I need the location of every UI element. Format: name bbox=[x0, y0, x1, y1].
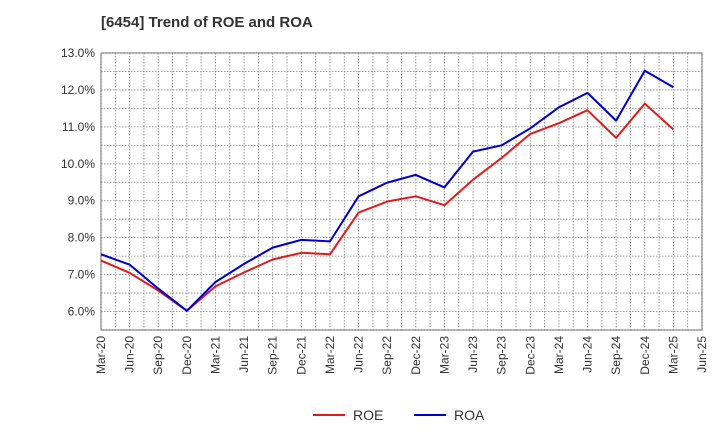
x-tick-label: Mar-23 bbox=[437, 336, 451, 374]
x-tick-label: Dec-24 bbox=[638, 336, 652, 375]
y-tick-label: 11.0% bbox=[62, 120, 95, 134]
x-tick-label: Jun-25 bbox=[695, 336, 709, 373]
y-tick-label: 13.0% bbox=[61, 46, 95, 60]
x-tick-label: Sep-24 bbox=[609, 336, 623, 375]
y-tick-label: 8.0% bbox=[68, 231, 96, 245]
y-axis-ticks: 6.0% 7.0% 8.0% 9.0% 10.0% 11.0% 12.0% 13.0% bbox=[61, 46, 95, 319]
chart-title: [6454] Trend of ROE and ROA bbox=[101, 14, 313, 31]
y-tick-label: 7.0% bbox=[68, 268, 96, 282]
legend-label-roe: ROE bbox=[353, 407, 383, 423]
x-tick-label: Jun-23 bbox=[466, 336, 480, 373]
x-tick-label: Jun-22 bbox=[352, 336, 366, 373]
x-tick-label: Dec-21 bbox=[294, 336, 308, 375]
series-line-roe bbox=[100, 102, 675, 312]
x-tick-label: Jun-20 bbox=[123, 336, 137, 373]
legend: ROE ROA bbox=[313, 407, 485, 423]
x-tick-label: Dec-22 bbox=[409, 336, 423, 375]
x-tick-label: Sep-23 bbox=[495, 336, 509, 375]
y-tick-label: 10.0% bbox=[61, 157, 95, 171]
x-tick-label: Dec-20 bbox=[180, 336, 194, 375]
x-tick-label: Mar-22 bbox=[323, 336, 337, 374]
x-tick-label: Sep-22 bbox=[380, 336, 394, 375]
y-tick-label: 9.0% bbox=[68, 194, 96, 208]
series-line-roa bbox=[100, 69, 674, 312]
gridlines bbox=[100, 52, 703, 331]
y-tick-label: 6.0% bbox=[68, 305, 96, 319]
x-tick-label: Sep-20 bbox=[151, 336, 165, 375]
x-tick-label: Mar-20 bbox=[94, 336, 108, 374]
y-tick-label: 12.0% bbox=[61, 83, 95, 97]
x-tick-label: Dec-23 bbox=[523, 336, 537, 375]
x-tick-label: Mar-24 bbox=[552, 336, 566, 374]
legend-label-roa: ROA bbox=[454, 407, 485, 423]
x-tick-label: Jun-24 bbox=[581, 336, 595, 373]
series-lines bbox=[100, 69, 675, 312]
x-tick-label: Sep-21 bbox=[266, 336, 280, 375]
x-tick-label: Mar-25 bbox=[666, 336, 680, 374]
x-tick-label: Mar-21 bbox=[208, 336, 222, 374]
x-tick-label: Jun-21 bbox=[237, 336, 251, 373]
x-axis-ticks: Mar-20 Jun-20 Sep-20 Dec-20 Mar-21 Jun-21 Sep-… bbox=[94, 336, 709, 375]
